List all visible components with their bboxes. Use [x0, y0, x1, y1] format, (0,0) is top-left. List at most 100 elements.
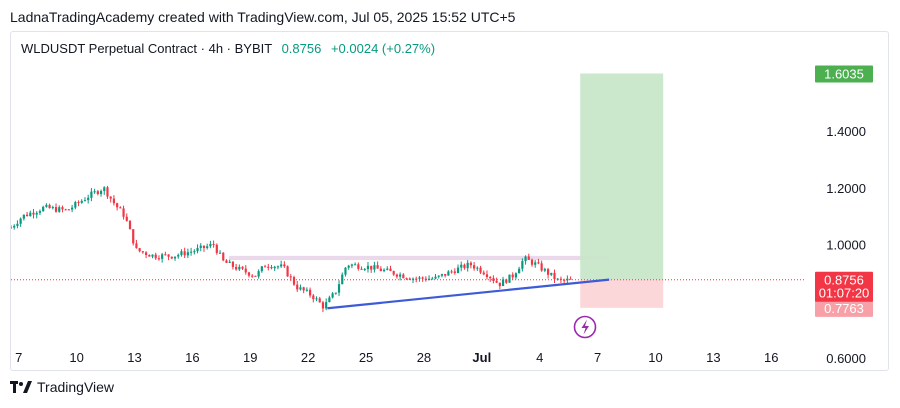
- candle: [228, 259, 231, 264]
- candle: [116, 202, 119, 211]
- resistance-zone[interactable]: [229, 255, 610, 261]
- candle: [476, 266, 479, 272]
- candle: [103, 186, 106, 195]
- candle: [473, 262, 476, 271]
- candle: [93, 188, 96, 194]
- support-trendline[interactable]: [327, 278, 610, 310]
- candle: [35, 211, 38, 219]
- candle: [164, 251, 167, 256]
- candle: [244, 265, 247, 275]
- candle: [370, 265, 373, 273]
- candle: [347, 264, 350, 270]
- candle: [99, 189, 103, 197]
- candle: [270, 264, 273, 270]
- candle: [254, 275, 257, 277]
- candle: [16, 220, 19, 229]
- candle: [141, 250, 144, 254]
- candle: [315, 296, 318, 302]
- candle: [61, 205, 64, 213]
- candle: [427, 275, 431, 281]
- candle: [148, 254, 151, 257]
- stop-zone[interactable]: [580, 279, 664, 308]
- candle: [80, 199, 83, 204]
- candle: [479, 265, 482, 275]
- candle: [386, 266, 389, 271]
- candle: [328, 295, 331, 303]
- candle: [71, 204, 74, 213]
- candle: [399, 272, 402, 281]
- candle: [482, 270, 485, 276]
- candle: [58, 205, 61, 213]
- time-tick-label: 22: [301, 350, 315, 365]
- candle: [341, 272, 344, 285]
- chart-credit-text: LadnaTradingAcademy created with Trading…: [10, 9, 516, 25]
- time-axis[interactable]: 7 10 13 16 19 22 25 28 Jul 4 7 10 13 16: [15, 350, 778, 365]
- time-tick-label: 28: [417, 350, 431, 365]
- candle: [559, 276, 563, 284]
- time-tick-label: 13: [706, 350, 720, 365]
- candle: [109, 196, 112, 203]
- candle: [508, 274, 511, 283]
- candle: [325, 298, 328, 311]
- candle: [318, 296, 321, 303]
- candles-group: [11, 185, 572, 313]
- candle: [460, 261, 463, 272]
- candle: [260, 265, 263, 273]
- candle: [418, 276, 421, 282]
- candle: [247, 271, 251, 278]
- candle: [299, 284, 302, 291]
- candle: [189, 247, 193, 256]
- candle: [241, 266, 244, 271]
- symbol-legend[interactable]: WLDUSDT Perpetual Contract · 4h · BYBIT …: [21, 41, 435, 56]
- candle: [161, 253, 164, 263]
- candle: [360, 266, 363, 270]
- candle: [444, 274, 447, 278]
- candle: [235, 263, 238, 271]
- candle: [437, 275, 440, 279]
- candle: [222, 252, 225, 262]
- candle: [354, 262, 357, 266]
- candle: [350, 263, 353, 269]
- candle: [466, 260, 469, 272]
- candle: [411, 277, 415, 283]
- target-zone[interactable]: [580, 73, 664, 280]
- stop-price-badge-text: 0.7763: [824, 301, 864, 316]
- stop-price-badge: 0.7763: [815, 299, 873, 317]
- lightning-icon[interactable]: [573, 315, 597, 339]
- candle: [209, 240, 212, 249]
- candle: [77, 200, 80, 207]
- last-price-badge-text: 01:07:20: [819, 286, 870, 301]
- candle: [292, 275, 296, 286]
- tradingview-logo[interactable]: TradingView: [10, 379, 114, 395]
- candle: [112, 195, 116, 206]
- time-tick-label: 10: [648, 350, 662, 365]
- legend-price: 0.8756: [281, 41, 322, 56]
- candle: [357, 262, 360, 271]
- candle: [83, 197, 87, 202]
- price-axis[interactable]: 1.4000 1.2000 1.0000 0.6000: [826, 124, 866, 366]
- candle: [373, 261, 376, 273]
- candle: [177, 253, 180, 259]
- candle: [537, 258, 540, 265]
- candle: [514, 272, 518, 280]
- candle: [382, 268, 386, 273]
- candle: [212, 240, 215, 248]
- candle: [183, 247, 186, 258]
- chart-panel[interactable]: 1.4000 1.2000 1.0000 0.6000 7 10 13 16 19 22 25 28…: [10, 31, 889, 371]
- candle: [312, 293, 315, 303]
- candlestick-chart[interactable]: 1.4000 1.2000 1.0000 0.6000 7 10 13 16 19 22 25 28…: [11, 32, 889, 371]
- candle: [540, 260, 543, 272]
- candle: [447, 270, 450, 276]
- candle: [173, 256, 177, 261]
- candle: [402, 273, 405, 279]
- candle: [144, 251, 148, 259]
- candle: [302, 286, 305, 294]
- candle: [289, 274, 292, 281]
- candle: [231, 261, 235, 270]
- candle: [392, 270, 395, 276]
- candle: [563, 278, 566, 284]
- candle: [138, 247, 141, 253]
- candle: [566, 275, 569, 284]
- candle: [511, 272, 514, 280]
